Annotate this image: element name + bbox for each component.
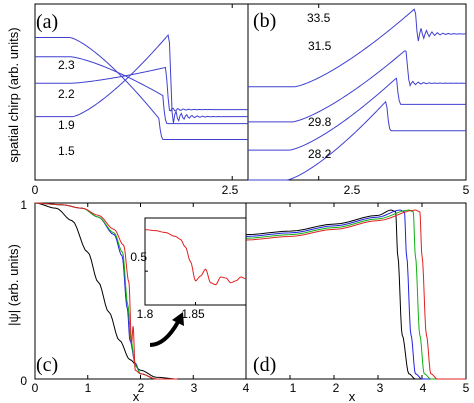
tick-inset-x-0: 1.8 [137,307,154,321]
panel-label-c: (c) [36,354,58,376]
curve-b-3 [248,100,466,181]
curve-label-a-0: 2.3 [58,58,75,72]
tick-a-0: 0 [32,183,39,197]
tick-inset-x-1: 1.85 [181,307,205,321]
tick-c-0: 0 [32,381,39,395]
tick-d-4: 4 [420,381,427,395]
curve-b-2 [248,77,466,151]
ylabel-bottom: |ψ| (arb. units) [6,244,21,326]
xlabel-d: x [349,389,356,403]
tick-d-2: 2 [333,381,340,395]
tick-c-2: 2 [138,381,145,395]
panel-label-d: (d) [253,354,276,376]
inset-frame [144,217,247,306]
curve-d-3 [245,209,466,380]
curve-a-0 [35,33,249,124]
curve-a-2 [35,56,248,125]
panel-frame-b [247,3,467,181]
curved-arrow-head [172,312,184,326]
curve-label-b-1: 31.5 [308,39,332,53]
panel-label-a: (a) [36,11,58,33]
curve-a-3 [35,36,248,141]
xlabel-c: x [133,389,140,403]
tick-a-1: 2.5 [222,183,239,197]
curve-label-b-0: 33.5 [307,11,331,25]
ytick-c-0: 0 [20,374,27,388]
panel-label-b: (b) [253,10,276,32]
tick-c-1: 1 [85,381,92,395]
tick-labels: 0 2.5 2.5 5 0 1 2 3 4 1 2 3 4 5 1 0 1.8 … [20,183,469,395]
inset-curve-0 [144,229,247,286]
curve-b-0 [248,8,467,88]
ylabel-top: spatial chirp (arb. units) [6,27,21,162]
curve-c-3 [34,202,178,380]
tick-b-1: 5 [463,183,470,197]
curve-d-2 [245,209,466,380]
tick-d-3: 3 [377,381,384,395]
tick-c-3: 3 [191,381,198,395]
tick-d-1: 1 [290,381,297,395]
curve-b-1 [248,50,467,123]
curve-label-a-3: 1.5 [58,144,75,158]
tick-b-0: 2.5 [344,183,361,197]
ytick-c-1: 1 [20,198,27,212]
curve-label-b-2: 29.8 [308,115,332,129]
curve-label-b-3: 28.2 [308,147,332,161]
curve-label-a-2: 1.9 [58,118,75,132]
curves [34,8,467,380]
panel-frame-d [245,202,467,380]
curve-label-a-1: 2.2 [58,87,75,101]
curve-d-0 [245,209,466,380]
curved-arrow [149,321,180,347]
curve-c-0 [34,202,178,380]
tick-d-5: 5 [463,381,470,395]
curve-a-1 [35,66,248,112]
tick-c-4: 4 [243,381,250,395]
tick-inset-y-0: 0.5 [130,250,147,264]
